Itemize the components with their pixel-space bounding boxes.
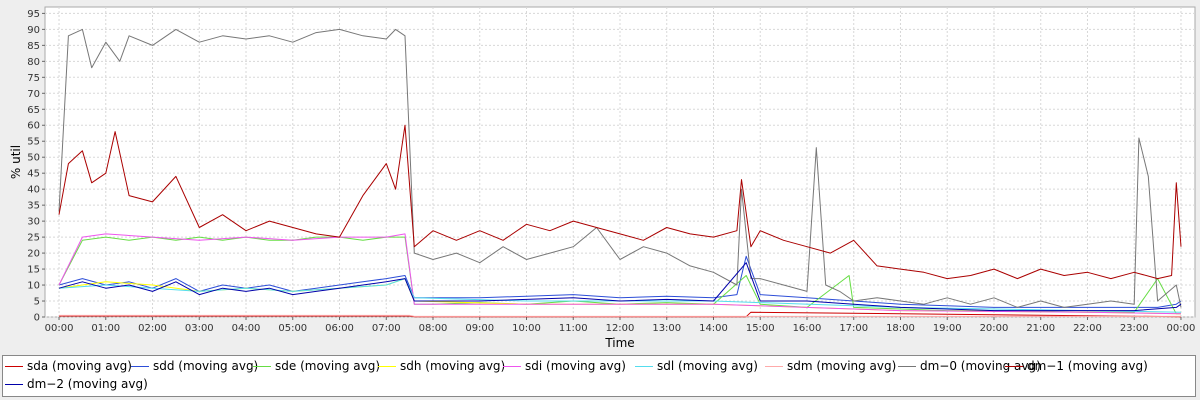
series-line-7 <box>58 28 1182 308</box>
x-tick-label: 02:00 <box>138 323 167 334</box>
y-tick-label: 10 <box>27 281 40 292</box>
x-tick-label: 05:00 <box>278 323 307 334</box>
x-tick-label: 21:00 <box>1026 323 1055 334</box>
legend-item: dm−2 (moving avg) <box>5 377 148 391</box>
x-tick-label: 04:00 <box>232 323 261 334</box>
legend-item: dm−0 (moving avg) <box>898 359 1041 373</box>
legend-label: sdd (moving avg) <box>153 359 259 373</box>
x-tick-label: 00:00 <box>1167 323 1196 334</box>
x-tick-label: 12:00 <box>606 323 635 334</box>
legend-label: sdl (moving avg) <box>657 359 758 373</box>
series-line-8 <box>58 124 1182 280</box>
legend-swatch <box>765 365 783 367</box>
legend-item: sdh (moving avg) <box>378 359 505 373</box>
y-tick-label: 85 <box>27 41 40 52</box>
y-tick-label: 0 <box>34 313 40 324</box>
legend-swatch <box>253 365 271 367</box>
x-tick-label: 23:00 <box>1120 323 1149 334</box>
legend-item: sdm (moving avg) <box>765 359 896 373</box>
series-line-5 <box>58 278 1182 313</box>
legend-label: sde (moving avg) <box>275 359 381 373</box>
x-tick-label: 01:00 <box>91 323 120 334</box>
legend-swatch <box>898 365 916 367</box>
y-tick-label: 45 <box>27 169 40 180</box>
y-tick-label: 70 <box>27 89 40 100</box>
chart-area: 0 5 10 15 20 25 30 35 40 45 50 55 60 65 70 75 80 85 90 95 0… <box>9 6 1196 350</box>
legend-swatch <box>378 365 396 367</box>
legend-label: dm−2 (moving avg) <box>27 377 148 391</box>
legend-swatch <box>1005 365 1023 367</box>
y-tick-label: 75 <box>27 73 40 84</box>
plot-area <box>44 6 1196 318</box>
legend-label: dm−1 (moving avg) <box>1027 359 1148 373</box>
y-tick-label: 55 <box>27 137 40 148</box>
y-tick-label: 50 <box>27 153 40 164</box>
x-tick-label: 19:00 <box>933 323 962 334</box>
y-tick-label: 35 <box>27 201 40 212</box>
y-axis-title: % util <box>9 145 23 179</box>
x-tick-label: 11:00 <box>559 323 588 334</box>
x-tick-label: 20:00 <box>980 323 1009 334</box>
series-line-4 <box>58 233 1182 315</box>
x-tick-label: 18:00 <box>886 323 915 334</box>
y-tick-label: 20 <box>27 249 40 260</box>
legend-swatch <box>131 365 149 367</box>
legend-item: dm−1 (moving avg) <box>1005 359 1148 373</box>
y-axis: 0 5 10 15 20 25 30 35 40 45 50 55 60 65 70 75 80 85 90 95 <box>27 9 45 324</box>
x-tick-label: 16:00 <box>793 323 822 334</box>
legend-item: sda (moving avg) <box>5 359 132 373</box>
legend-item: sdd (moving avg) <box>131 359 258 373</box>
legend-item: sde (moving avg) <box>253 359 380 373</box>
x-tick-label: 22:00 <box>1073 323 1102 334</box>
x-tick-label: 10:00 <box>512 323 541 334</box>
x-tick-label: 08:00 <box>419 323 448 334</box>
y-tick-label: 40 <box>27 185 40 196</box>
legend-swatch <box>635 365 653 367</box>
legend-label: dm−0 (moving avg) <box>920 359 1041 373</box>
legend-label: sdh (moving avg) <box>400 359 506 373</box>
y-tick-label: 65 <box>27 105 40 116</box>
x-axis-title: Time <box>604 336 634 350</box>
legend-swatch <box>503 365 521 367</box>
x-axis: 00:00 01:00 02:00 03:00 04:00 05:00 06:00 07:00… <box>45 317 1196 334</box>
x-tick-label: 06:00 <box>325 323 354 334</box>
x-tick-label: 14:00 <box>699 323 728 334</box>
y-tick-label: 5 <box>34 297 40 308</box>
x-tick-label: 13:00 <box>652 323 681 334</box>
x-tick-label: 00:00 <box>45 323 74 334</box>
y-tick-label: 60 <box>27 121 40 132</box>
y-tick-label: 80 <box>27 57 40 68</box>
y-tick-label: 30 <box>27 217 40 228</box>
legend-label: sdi (moving avg) <box>525 359 626 373</box>
legend: sda (moving avg) sdd (moving avg) sde (mov… <box>2 355 1196 397</box>
y-tick-label: 90 <box>27 25 40 36</box>
series-line-1 <box>58 255 1182 308</box>
x-tick-label: 17:00 <box>839 323 868 334</box>
legend-item: sdi (moving avg) <box>503 359 626 373</box>
series-lines <box>58 28 1182 318</box>
legend-label: sda (moving avg) <box>27 359 132 373</box>
legend-swatch <box>5 383 23 385</box>
series-line-9 <box>58 262 1182 312</box>
x-tick-label: 07:00 <box>372 323 401 334</box>
legend-swatch <box>5 365 23 367</box>
y-tick-label: 95 <box>27 9 40 20</box>
y-tick-label: 25 <box>27 233 40 244</box>
x-tick-label: 09:00 <box>465 323 494 334</box>
y-tick-label: 15 <box>27 265 40 276</box>
x-tick-label: 15:00 <box>746 323 775 334</box>
legend-label: sdm (moving avg) <box>787 359 897 373</box>
series-line-6 <box>59 314 1181 317</box>
x-tick-label: 03:00 <box>185 323 214 334</box>
legend-item: sdl (moving avg) <box>635 359 758 373</box>
